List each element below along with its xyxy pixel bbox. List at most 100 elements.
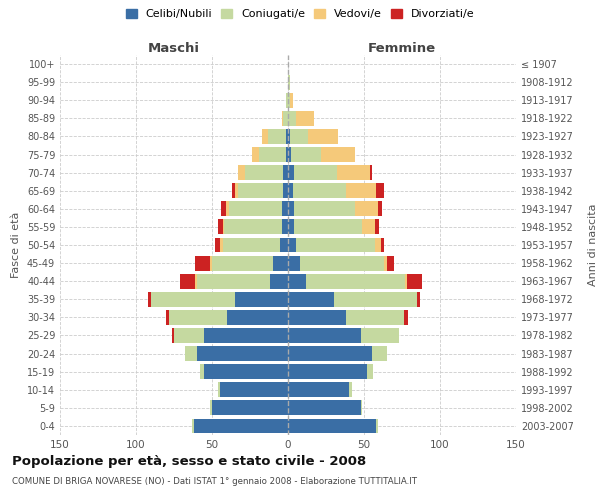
Bar — [215, 238, 220, 252]
Bar — [290, 93, 293, 108]
Bar — [197, 346, 288, 361]
Bar — [195, 256, 211, 270]
Y-axis label: Anni di nascita: Anni di nascita — [587, 204, 598, 286]
Bar — [220, 238, 223, 252]
Bar — [346, 184, 376, 198]
Bar — [355, 202, 377, 216]
Bar — [283, 111, 288, 126]
Bar — [185, 346, 197, 361]
Bar — [291, 147, 322, 162]
Bar — [238, 165, 245, 180]
Bar — [349, 382, 352, 397]
Bar — [180, 274, 195, 288]
Bar — [282, 111, 283, 126]
Bar — [218, 220, 223, 234]
Y-axis label: Fasce di età: Fasce di età — [11, 212, 21, 278]
Bar — [288, 346, 371, 361]
Bar — [296, 238, 374, 252]
Bar — [288, 93, 290, 108]
Bar — [194, 418, 288, 434]
Bar — [404, 310, 408, 325]
Bar — [417, 292, 420, 306]
Bar — [283, 184, 288, 198]
Bar — [232, 184, 235, 198]
Bar — [288, 418, 376, 434]
Bar — [322, 147, 355, 162]
Bar — [259, 147, 286, 162]
Bar — [387, 256, 394, 270]
Bar — [212, 400, 288, 415]
Bar — [371, 346, 387, 361]
Bar — [235, 184, 238, 198]
Bar — [308, 129, 338, 144]
Bar — [195, 274, 197, 288]
Bar — [286, 129, 288, 144]
Bar — [262, 129, 268, 144]
Bar — [223, 238, 280, 252]
Text: Maschi: Maschi — [148, 42, 200, 55]
Bar — [374, 220, 379, 234]
Bar — [197, 274, 270, 288]
Bar — [288, 238, 296, 252]
Bar — [294, 202, 355, 216]
Bar — [218, 382, 220, 397]
Bar — [288, 220, 294, 234]
Legend: Celibi/Nubili, Coniugati/e, Vedovi/e, Divorziati/e: Celibi/Nubili, Coniugati/e, Vedovi/e, Di… — [122, 6, 478, 22]
Bar — [280, 238, 288, 252]
Bar — [238, 184, 283, 198]
Bar — [288, 400, 361, 415]
Bar — [370, 165, 371, 180]
Bar — [288, 292, 334, 306]
Text: Popolazione per età, sesso e stato civile - 2008: Popolazione per età, sesso e stato civil… — [12, 455, 366, 468]
Text: Femmine: Femmine — [368, 42, 436, 55]
Bar — [288, 111, 296, 126]
Bar — [221, 202, 226, 216]
Bar — [367, 364, 373, 379]
Bar — [288, 202, 294, 216]
Bar — [286, 93, 288, 108]
Bar — [270, 274, 288, 288]
Bar — [211, 400, 212, 415]
Bar — [377, 202, 382, 216]
Bar — [337, 165, 370, 180]
Bar — [306, 274, 405, 288]
Bar — [288, 147, 291, 162]
Bar — [288, 382, 349, 397]
Bar — [288, 256, 300, 270]
Bar — [235, 292, 288, 306]
Bar — [172, 328, 174, 343]
Bar — [294, 220, 362, 234]
Bar — [151, 292, 235, 306]
Bar — [192, 418, 194, 434]
Bar — [211, 256, 212, 270]
Bar — [283, 165, 288, 180]
Bar — [212, 256, 273, 270]
Bar — [296, 111, 314, 126]
Bar — [288, 364, 367, 379]
Bar — [200, 364, 205, 379]
Bar — [293, 184, 346, 198]
Bar — [223, 220, 224, 234]
Bar — [290, 129, 308, 144]
Bar — [407, 274, 422, 288]
Bar — [205, 328, 288, 343]
Bar — [288, 165, 294, 180]
Bar — [229, 202, 282, 216]
Bar — [288, 328, 361, 343]
Bar — [166, 310, 169, 325]
Bar — [169, 310, 227, 325]
Bar — [282, 220, 288, 234]
Bar — [288, 184, 293, 198]
Bar — [174, 328, 205, 343]
Bar — [362, 220, 374, 234]
Bar — [300, 256, 384, 270]
Bar — [286, 147, 288, 162]
Bar — [273, 256, 288, 270]
Bar — [288, 274, 306, 288]
Bar — [361, 328, 399, 343]
Bar — [205, 364, 288, 379]
Bar — [220, 382, 288, 397]
Bar — [245, 165, 283, 180]
Bar — [251, 147, 259, 162]
Text: COMUNE DI BRIGA NOVARESE (NO) - Dati ISTAT 1° gennaio 2008 - Elaborazione TUTTIT: COMUNE DI BRIGA NOVARESE (NO) - Dati IST… — [12, 478, 417, 486]
